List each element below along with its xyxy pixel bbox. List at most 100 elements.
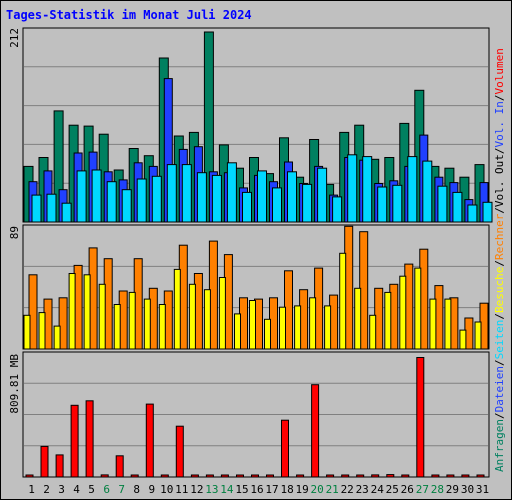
x-tick-label: 7 <box>118 483 125 496</box>
bar-besuche-day-26 <box>399 275 407 350</box>
bar-volumen-day-5 <box>85 400 94 478</box>
x-tick-label: 15 <box>235 483 248 496</box>
bar-besuche-day-23 <box>354 287 362 350</box>
bar-seiten-day-14 <box>226 162 237 223</box>
bar-besuche-day-5 <box>83 274 91 350</box>
legend-entry: / <box>493 147 506 154</box>
bar-besuche-day-14 <box>218 277 226 350</box>
bar-seiten-day-18 <box>287 171 297 223</box>
bar-volumen-day-8 <box>130 474 139 478</box>
bar-volumen-day-22 <box>341 474 350 478</box>
x-axis-day-labels: 1 2 3 4 5 6 7 8 9 10 11 12 13 14 15 16 17 18 19 20 21 22 23 24 2… <box>28 483 489 496</box>
bar-besuche-day-15 <box>234 313 241 350</box>
bar-seiten-day-28 <box>437 185 448 223</box>
bar-volumen-day-14 <box>220 474 229 478</box>
legend: Anfragen/Dateien/Seiten/Besuche/Rechner/… <box>493 48 506 472</box>
bar-besuche-day-17 <box>264 318 271 350</box>
x-tick-label: 27 <box>416 483 429 496</box>
legend-entry: Dateien <box>493 366 506 412</box>
x-tick-label: 5 <box>88 483 95 496</box>
bar-volumen-day-10 <box>160 474 169 478</box>
bar-volumen-day-4 <box>70 404 79 478</box>
bar-besuche-day-27 <box>414 267 422 350</box>
x-tick-label: 14 <box>220 483 234 496</box>
x-tick-label: 28 <box>431 483 444 496</box>
bar-volumen-day-18 <box>281 419 289 478</box>
bar-seiten-day-3 <box>61 202 72 223</box>
x-tick-label: 8 <box>133 483 140 496</box>
x-tick-label: 13 <box>205 483 218 496</box>
x-tick-label: 10 <box>160 483 173 496</box>
bars <box>25 357 485 478</box>
x-tick-label: 3 <box>58 483 65 496</box>
bar-besuche-day-20 <box>309 297 317 350</box>
bar-besuche-day-3 <box>53 325 61 350</box>
bar-rechner-day-1 <box>28 274 38 350</box>
bar-besuche-day-13 <box>203 289 211 350</box>
bar-seiten-day-9 <box>151 175 162 223</box>
bar-besuche-day-8 <box>128 291 136 350</box>
bar-besuche-day-10 <box>158 304 166 350</box>
bar-seiten-day-13 <box>211 174 222 223</box>
bar-volumen-day-28 <box>431 474 440 478</box>
bar-volumen-day-17 <box>266 474 274 478</box>
x-tick-label: 21 <box>326 483 339 496</box>
panel-requests-files-pages: 212 <box>8 27 493 223</box>
bar-volumen-day-25 <box>386 474 395 478</box>
bar-seiten-day-12 <box>196 172 207 223</box>
bar-seiten-day-15 <box>242 191 252 223</box>
bar-seiten-day-16 <box>257 170 267 223</box>
bar-besuche-day-30 <box>459 329 467 350</box>
bar-seiten-day-6 <box>106 181 117 223</box>
legend-entry: / <box>493 412 506 419</box>
legend-entry: / <box>493 359 506 366</box>
bar-volumen-day-31 <box>476 474 485 478</box>
bar-seiten-day-4 <box>76 170 87 223</box>
y-max-label: 89 <box>8 226 21 239</box>
bar-seiten-day-10 <box>166 164 177 223</box>
x-tick-label: 16 <box>250 483 263 496</box>
bar-rechner-day-3 <box>58 297 68 350</box>
legend-entry: / <box>493 260 506 267</box>
legend-entry: / <box>493 207 506 214</box>
bar-besuche-day-24 <box>369 314 377 350</box>
bar-volumen-day-16 <box>251 474 259 478</box>
x-tick-label: 30 <box>461 483 474 496</box>
bar-volumen-day-9 <box>145 403 154 478</box>
bar-volumen-day-30 <box>461 474 470 478</box>
bar-volumen-day-6 <box>100 474 109 478</box>
bar-besuche-day-7 <box>113 304 121 350</box>
bar-volumen-day-12 <box>190 474 199 478</box>
bar-seiten-day-2 <box>46 193 57 223</box>
bar-besuche-day-11 <box>173 268 181 350</box>
bar-besuche-day-16 <box>249 300 256 350</box>
x-tick-label: 23 <box>356 483 369 496</box>
legend-entry: / <box>493 94 506 101</box>
x-tick-label: 22 <box>341 483 354 496</box>
bar-seiten-day-21 <box>332 196 343 223</box>
bar-besuche-day-2 <box>38 312 46 350</box>
x-tick-label: 1 <box>28 483 35 496</box>
bar-besuche-day-1 <box>23 314 31 350</box>
bar-seiten-day-31 <box>482 201 493 223</box>
bar-besuche-day-22 <box>339 252 347 350</box>
bar-volumen-day-23 <box>356 474 365 478</box>
bar-seiten-day-17 <box>272 187 282 223</box>
chart-title: Tages-Statistik im Monat Juli 2024 <box>6 8 252 22</box>
bar-besuche-day-9 <box>143 298 151 350</box>
panel-volume: 809.81 MB <box>8 351 490 478</box>
bar-volumen-day-13 <box>205 474 214 478</box>
legend-entry: Vol. Out <box>493 154 506 207</box>
bar-volumen-day-3 <box>55 454 64 478</box>
x-tick-label: 17 <box>265 483 278 496</box>
legend-entry: Besuche <box>493 267 506 313</box>
bar-besuche-day-21 <box>324 305 332 350</box>
x-tick-label: 31 <box>476 483 489 496</box>
x-tick-label: 26 <box>401 483 414 496</box>
x-tick-label: 24 <box>371 483 385 496</box>
bar-volumen-day-7 <box>115 455 124 478</box>
bar-besuche-day-28 <box>429 298 437 350</box>
x-tick-label: 29 <box>446 483 459 496</box>
x-tick-label: 18 <box>280 483 293 496</box>
